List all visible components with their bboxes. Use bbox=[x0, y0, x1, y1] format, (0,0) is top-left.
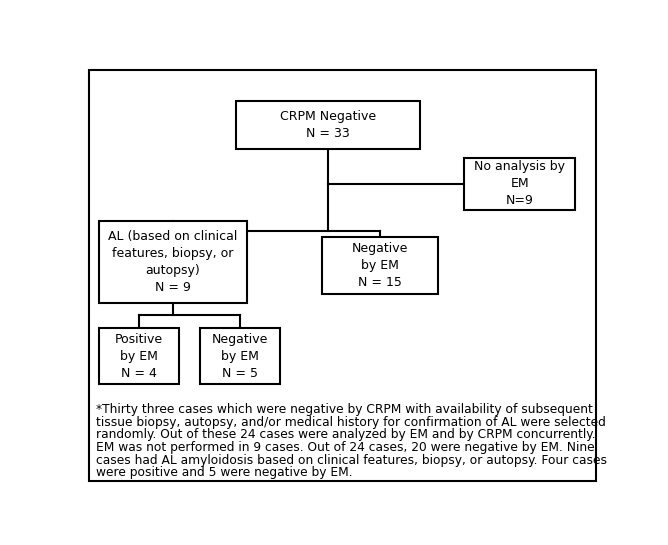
Text: Positive
by EM
N = 4: Positive by EM N = 4 bbox=[115, 332, 163, 379]
Text: EM was not performed in 9 cases. Out of 24 cases, 20 were negative by EM. Nine: EM was not performed in 9 cases. Out of … bbox=[96, 441, 595, 454]
Text: AL (based on clinical
features, biopsy, or
autopsy)
N = 9: AL (based on clinical features, biopsy, … bbox=[108, 229, 238, 294]
FancyBboxPatch shape bbox=[236, 101, 420, 149]
Text: Negative
by EM
N = 5: Negative by EM N = 5 bbox=[212, 332, 269, 379]
FancyBboxPatch shape bbox=[200, 328, 281, 384]
Text: Negative
by EM
N = 15: Negative by EM N = 15 bbox=[351, 243, 408, 289]
Text: tissue biopsy, autopsy, and/or medical history for confirmation of AL were selec: tissue biopsy, autopsy, and/or medical h… bbox=[96, 416, 607, 429]
Text: randomly. Out of these 24 cases were analyzed by EM and by CRPM concurrently.: randomly. Out of these 24 cases were ana… bbox=[96, 428, 596, 441]
Text: *Thirty three cases which were negative by CRPM with availability of subsequent: *Thirty three cases which were negative … bbox=[96, 403, 593, 416]
FancyBboxPatch shape bbox=[464, 158, 575, 210]
Text: No analysis by
EM
N=9: No analysis by EM N=9 bbox=[474, 160, 565, 208]
FancyBboxPatch shape bbox=[89, 70, 596, 481]
FancyBboxPatch shape bbox=[99, 221, 246, 302]
Text: were positive and 5 were negative by EM.: were positive and 5 were negative by EM. bbox=[96, 466, 353, 479]
Text: cases had AL amyloidosis based on clinical features, biopsy, or autopsy. Four ca: cases had AL amyloidosis based on clinic… bbox=[96, 453, 607, 467]
Text: CRPM Negative
N = 33: CRPM Negative N = 33 bbox=[280, 110, 376, 140]
FancyBboxPatch shape bbox=[322, 238, 438, 294]
FancyBboxPatch shape bbox=[99, 328, 179, 384]
